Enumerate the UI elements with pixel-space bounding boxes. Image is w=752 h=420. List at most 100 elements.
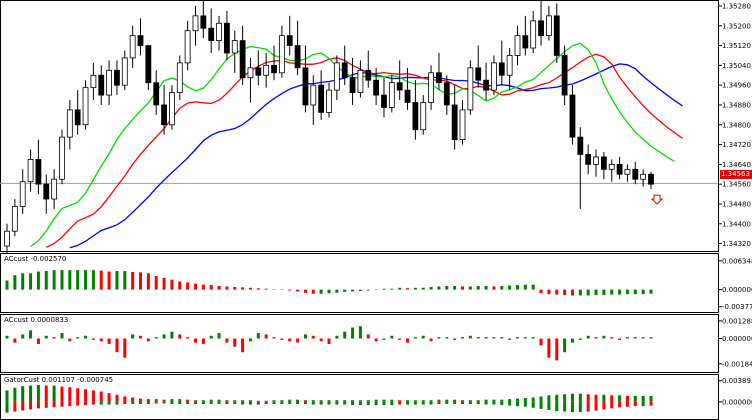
candle-body (161, 104, 167, 126)
panel-frame-2 (0, 314, 719, 373)
candle-body (224, 22, 230, 54)
y-tick-label: 1.34400 (722, 220, 751, 228)
candle-body (216, 22, 222, 42)
candle-body (648, 173, 654, 185)
candle-body (553, 15, 560, 56)
y-tick-label: 1.34880 (722, 101, 751, 109)
candle-body (388, 82, 395, 108)
candle-body (129, 35, 136, 59)
candle-body (74, 109, 81, 126)
candle-body (412, 102, 419, 131)
y-tick-label: -0.003775 (722, 303, 752, 311)
candle-body (90, 74, 97, 89)
candle-body (514, 35, 521, 56)
gatorcust-panel-label: GatorCust 0.001107 -0.000745 (4, 376, 114, 384)
candle-body (475, 67, 482, 81)
candle-body (436, 72, 442, 84)
candle-body (428, 72, 434, 103)
candle-body (310, 84, 317, 106)
y-tick-label: 1.34560 (722, 181, 751, 189)
candle-body (467, 67, 474, 111)
candle-body (200, 15, 207, 29)
candle-body (239, 40, 246, 79)
candle-body (263, 64, 270, 76)
candle-body (121, 57, 128, 86)
y-tick-label: 1.34320 (722, 240, 751, 248)
y-tick-label: 0.000000 (722, 398, 752, 406)
candle-body (255, 67, 262, 76)
candle-body (51, 178, 58, 200)
candle-body (318, 84, 325, 113)
candle-body (506, 55, 513, 76)
y-tick-label: 1.35280 (722, 2, 751, 10)
candle-body (365, 69, 372, 81)
candle-body (11, 206, 18, 232)
y-tick-label: 0.000000 (722, 335, 752, 343)
candle-body (145, 45, 152, 84)
candle-body (530, 20, 537, 49)
candle-body (349, 77, 356, 93)
candle-body (357, 69, 364, 93)
candle-body (616, 163, 623, 175)
y-tick-label: 0.006348 (722, 257, 752, 265)
y-tick-label: 1.35120 (722, 42, 751, 50)
candle-body (59, 136, 65, 180)
candle-body (459, 109, 466, 141)
ma-mid-line (46, 53, 683, 248)
candle-body (585, 154, 592, 165)
accust-panel-label: ACcust -0.002570 (4, 255, 67, 263)
candle-body (66, 109, 73, 138)
y-tick-label: 0.003893 (722, 377, 752, 385)
candle-body (326, 89, 332, 113)
y-tick-label: 1.34800 (722, 121, 751, 129)
candle-body (404, 89, 411, 103)
candle-body (632, 168, 639, 180)
candle-body (82, 87, 89, 126)
candle-body (381, 94, 387, 108)
candle-body (208, 27, 215, 42)
candle-body (561, 55, 568, 96)
candle-body (443, 82, 450, 106)
candle-body (19, 181, 26, 207)
panel-frame-0 (0, 0, 719, 252)
candle-body (35, 159, 42, 185)
y-tick-label: 0.0012882 (722, 317, 752, 325)
candle-body (498, 62, 505, 76)
candle-body (600, 156, 607, 170)
candle-body (278, 35, 285, 74)
candle-body (333, 62, 340, 91)
candle-body (294, 45, 301, 69)
candle-body (169, 92, 175, 126)
candle-body (286, 35, 293, 46)
candle-body (302, 67, 309, 106)
y-tick-label: 1.35200 (722, 22, 751, 30)
y-tick-label: 1.34640 (722, 161, 751, 169)
panel-frame-1 (0, 253, 719, 313)
candle-body (114, 69, 120, 86)
candle-body (27, 159, 34, 183)
candle-body (640, 173, 647, 180)
y-tick-label: 1.34720 (722, 141, 751, 149)
y-tick-label: 1.35040 (722, 62, 751, 70)
candle-body (546, 15, 552, 37)
candle-body (420, 102, 427, 131)
candle-body (184, 30, 191, 64)
candle-body (373, 79, 380, 96)
candle-body (176, 62, 183, 93)
candle-body (491, 62, 497, 91)
y-tick-label: 1.34480 (722, 200, 751, 208)
candle-body (341, 62, 348, 79)
candle-body (231, 40, 238, 54)
candle-body (483, 79, 489, 91)
y-tick-label: 0.000000 (722, 286, 752, 294)
candle-body (4, 230, 10, 247)
candle-body (569, 94, 576, 138)
y-tick-label: 1.34960 (722, 82, 751, 90)
candle-body (608, 163, 615, 170)
candle-body (106, 69, 112, 96)
candle-body (522, 35, 529, 49)
candle-body (137, 35, 144, 46)
accust2-panel-label: ACcust 0.0000833 (4, 316, 69, 324)
candle-body (593, 156, 599, 165)
